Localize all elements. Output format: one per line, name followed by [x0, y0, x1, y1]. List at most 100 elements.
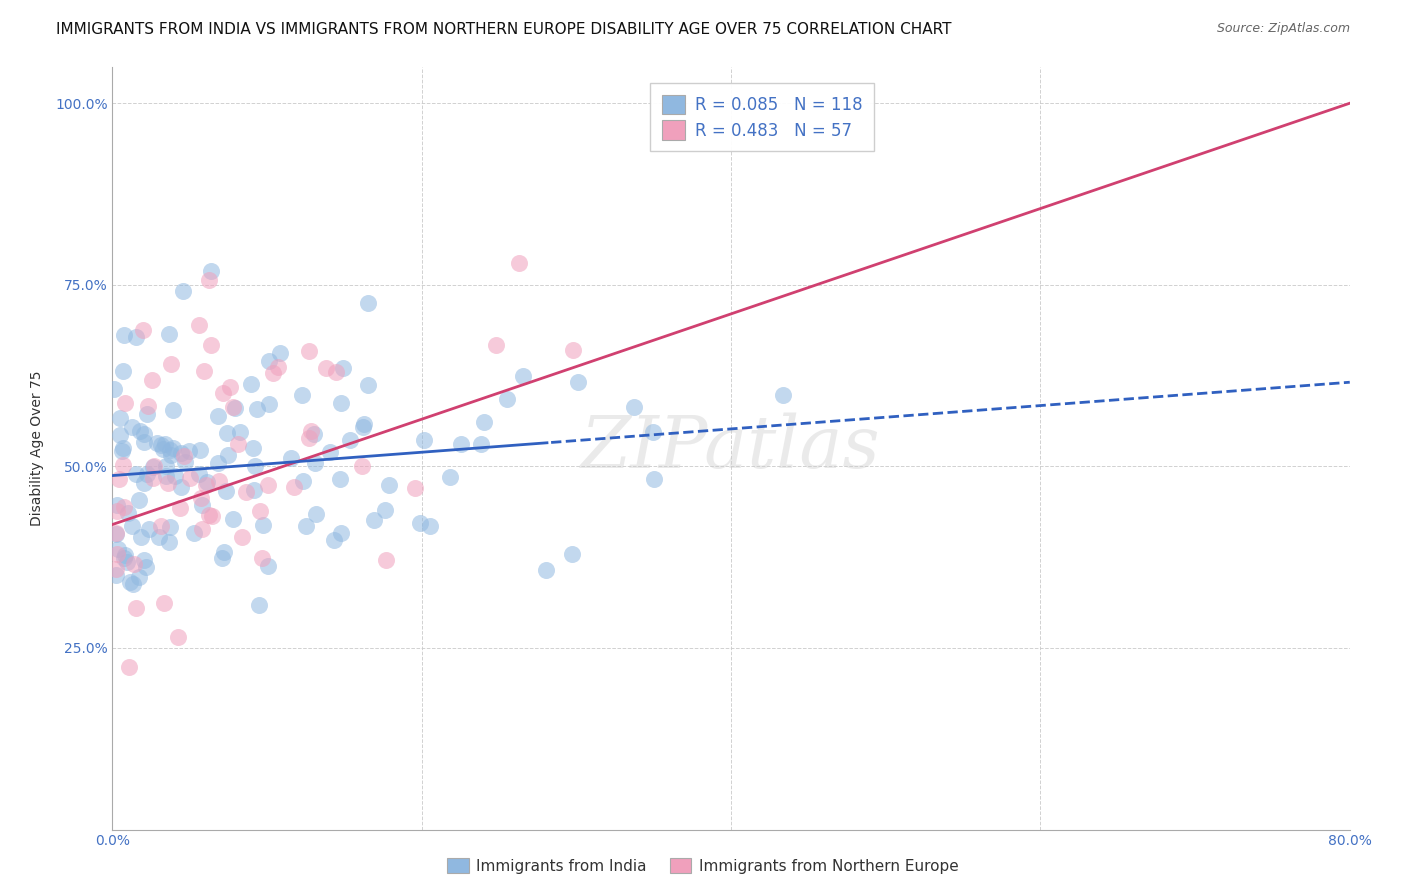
Point [207, 456, 229, 470]
Point [121, 419, 143, 434]
Point [243, 458, 266, 473]
Point [188, 443, 211, 458]
Point [169, 500, 191, 515]
Text: ZIPatlas: ZIPatlas [581, 413, 882, 483]
Point [641, 425, 664, 440]
Point [118, 660, 141, 674]
Point [104, 568, 127, 582]
Point [117, 506, 139, 520]
Point [242, 483, 264, 497]
Point [200, 338, 222, 352]
Point [152, 442, 174, 457]
Point [191, 522, 214, 536]
Point [404, 481, 426, 495]
Point [322, 533, 344, 548]
Point [125, 601, 148, 615]
Point [280, 450, 302, 465]
Point [231, 530, 253, 544]
Point [128, 492, 150, 507]
Point [111, 458, 134, 473]
Point [374, 503, 396, 517]
Point [211, 551, 233, 566]
Point [159, 520, 181, 534]
Point [252, 550, 274, 565]
Point [132, 553, 155, 567]
Point [197, 508, 219, 522]
Point [319, 445, 342, 459]
Point [201, 509, 224, 524]
Point [330, 526, 353, 541]
Point [215, 426, 238, 441]
Point [200, 264, 222, 278]
Point [114, 548, 136, 562]
Point [162, 442, 184, 456]
Point [155, 458, 177, 473]
Point [374, 553, 396, 567]
Point [217, 448, 239, 462]
Point [148, 530, 170, 544]
Point [229, 425, 252, 439]
Point [226, 437, 249, 451]
Point [152, 596, 174, 610]
Point [142, 471, 165, 485]
Point [329, 396, 352, 410]
Point [329, 472, 352, 486]
Point [136, 467, 159, 481]
Point [567, 375, 589, 389]
Point [172, 285, 194, 299]
Point [190, 491, 212, 505]
Point [508, 256, 530, 270]
Point [107, 542, 129, 557]
Point [207, 409, 229, 424]
Point [242, 441, 264, 455]
Point [128, 424, 150, 438]
Point [299, 424, 322, 438]
Point [122, 557, 145, 571]
Point [409, 516, 432, 531]
Point [108, 472, 131, 486]
Point [135, 407, 157, 421]
Point [247, 598, 270, 612]
Point [166, 630, 188, 644]
Point [128, 570, 150, 584]
Point [198, 273, 221, 287]
Point [294, 519, 316, 533]
Legend: Immigrants from India, Immigrants from Northern Europe: Immigrants from India, Immigrants from N… [441, 852, 965, 880]
Point [132, 435, 155, 450]
Point [108, 411, 131, 425]
Point [125, 467, 148, 481]
Point [246, 402, 269, 417]
Point [305, 508, 328, 522]
Point [357, 378, 380, 392]
Point [470, 437, 492, 451]
Point [155, 468, 177, 483]
Legend: R = 0.085   N = 118, R = 0.483   N = 57: R = 0.085 N = 118, R = 0.483 N = 57 [650, 83, 875, 152]
Point [183, 526, 205, 541]
Point [138, 522, 160, 536]
Point [304, 456, 326, 470]
Point [111, 364, 134, 378]
Point [193, 364, 215, 378]
Point [439, 470, 461, 484]
Point [259, 353, 281, 368]
Point [134, 427, 156, 442]
Point [112, 500, 135, 515]
Y-axis label: Disability Age Over 75: Disability Age Over 75 [30, 370, 44, 526]
Point [240, 376, 263, 391]
Point [536, 563, 558, 577]
Point [249, 503, 271, 517]
Point [103, 382, 125, 396]
Point [143, 458, 166, 473]
Point [291, 474, 314, 488]
Point [561, 547, 583, 561]
Point [195, 478, 218, 492]
Point [105, 526, 128, 541]
Text: Source: ZipAtlas.com: Source: ZipAtlas.com [1216, 22, 1350, 36]
Point [111, 441, 134, 455]
Point [187, 467, 209, 482]
Point [112, 327, 135, 342]
Point [195, 475, 218, 490]
Point [623, 400, 645, 414]
Point [146, 435, 169, 450]
Point [224, 401, 246, 416]
